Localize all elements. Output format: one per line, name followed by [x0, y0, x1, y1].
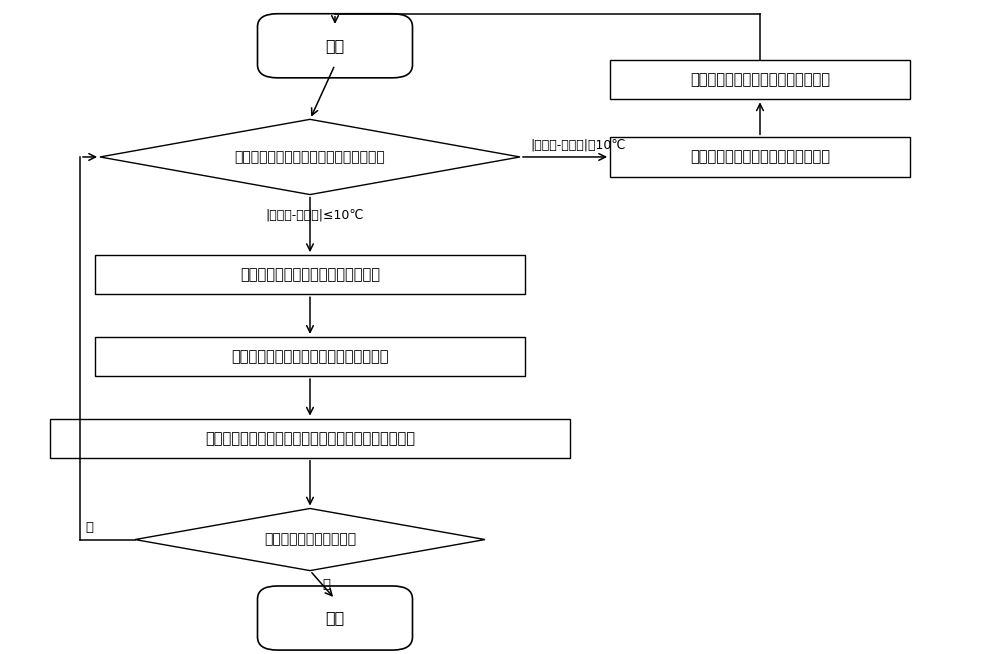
Text: |监测值-设计值|≤10℃: |监测值-设计值|≤10℃ [266, 209, 364, 222]
Text: 是否需要打印控制措施？: 是否需要打印控制措施？ [264, 532, 356, 547]
Polygon shape [135, 509, 485, 570]
Text: 计算烟气深度冷却器运行后标准煤节省量: 计算烟气深度冷却器运行后标准煤节省量 [231, 349, 389, 364]
Bar [610, 60, 910, 99]
Text: 计算烟气深度冷却器优化凝结水流量: 计算烟气深度冷却器优化凝结水流量 [240, 267, 380, 282]
Text: 开始: 开始 [325, 39, 345, 53]
Polygon shape [100, 119, 520, 195]
FancyBboxPatch shape [258, 14, 413, 78]
Bar [610, 137, 910, 177]
Bar [50, 419, 570, 458]
FancyBboxPatch shape [258, 586, 413, 650]
Text: 判断排烟温度是否在安全运行范围之内？: 判断排烟温度是否在安全运行范围之内？ [235, 150, 385, 164]
Text: 是: 是 [322, 578, 330, 591]
Text: 确定最优化的烟气深度冷却器具体布置方式和运行参数: 确定最优化的烟气深度冷却器具体布置方式和运行参数 [205, 431, 415, 445]
Text: |监测值-设计值|＞10℃: |监测值-设计值|＞10℃ [530, 139, 625, 152]
Text: 否: 否 [85, 521, 93, 534]
Text: 在线调整烟气深度冷却器凝结水流量: 在线调整烟气深度冷却器凝结水流量 [690, 73, 830, 87]
Text: 结束: 结束 [325, 611, 345, 625]
Bar [95, 337, 525, 376]
Text: 计算烟气深度冷却器设计凝结水流量: 计算烟气深度冷却器设计凝结水流量 [690, 150, 830, 164]
Bar [95, 255, 525, 294]
